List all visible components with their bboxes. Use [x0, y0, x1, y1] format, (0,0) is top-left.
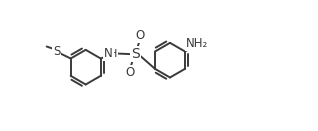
Text: N: N: [104, 47, 113, 60]
Text: O: O: [125, 66, 135, 79]
Text: O: O: [135, 29, 145, 42]
Text: S: S: [53, 45, 60, 58]
Text: H: H: [109, 48, 118, 59]
Text: S: S: [131, 47, 139, 61]
Text: NH₂: NH₂: [186, 37, 209, 50]
